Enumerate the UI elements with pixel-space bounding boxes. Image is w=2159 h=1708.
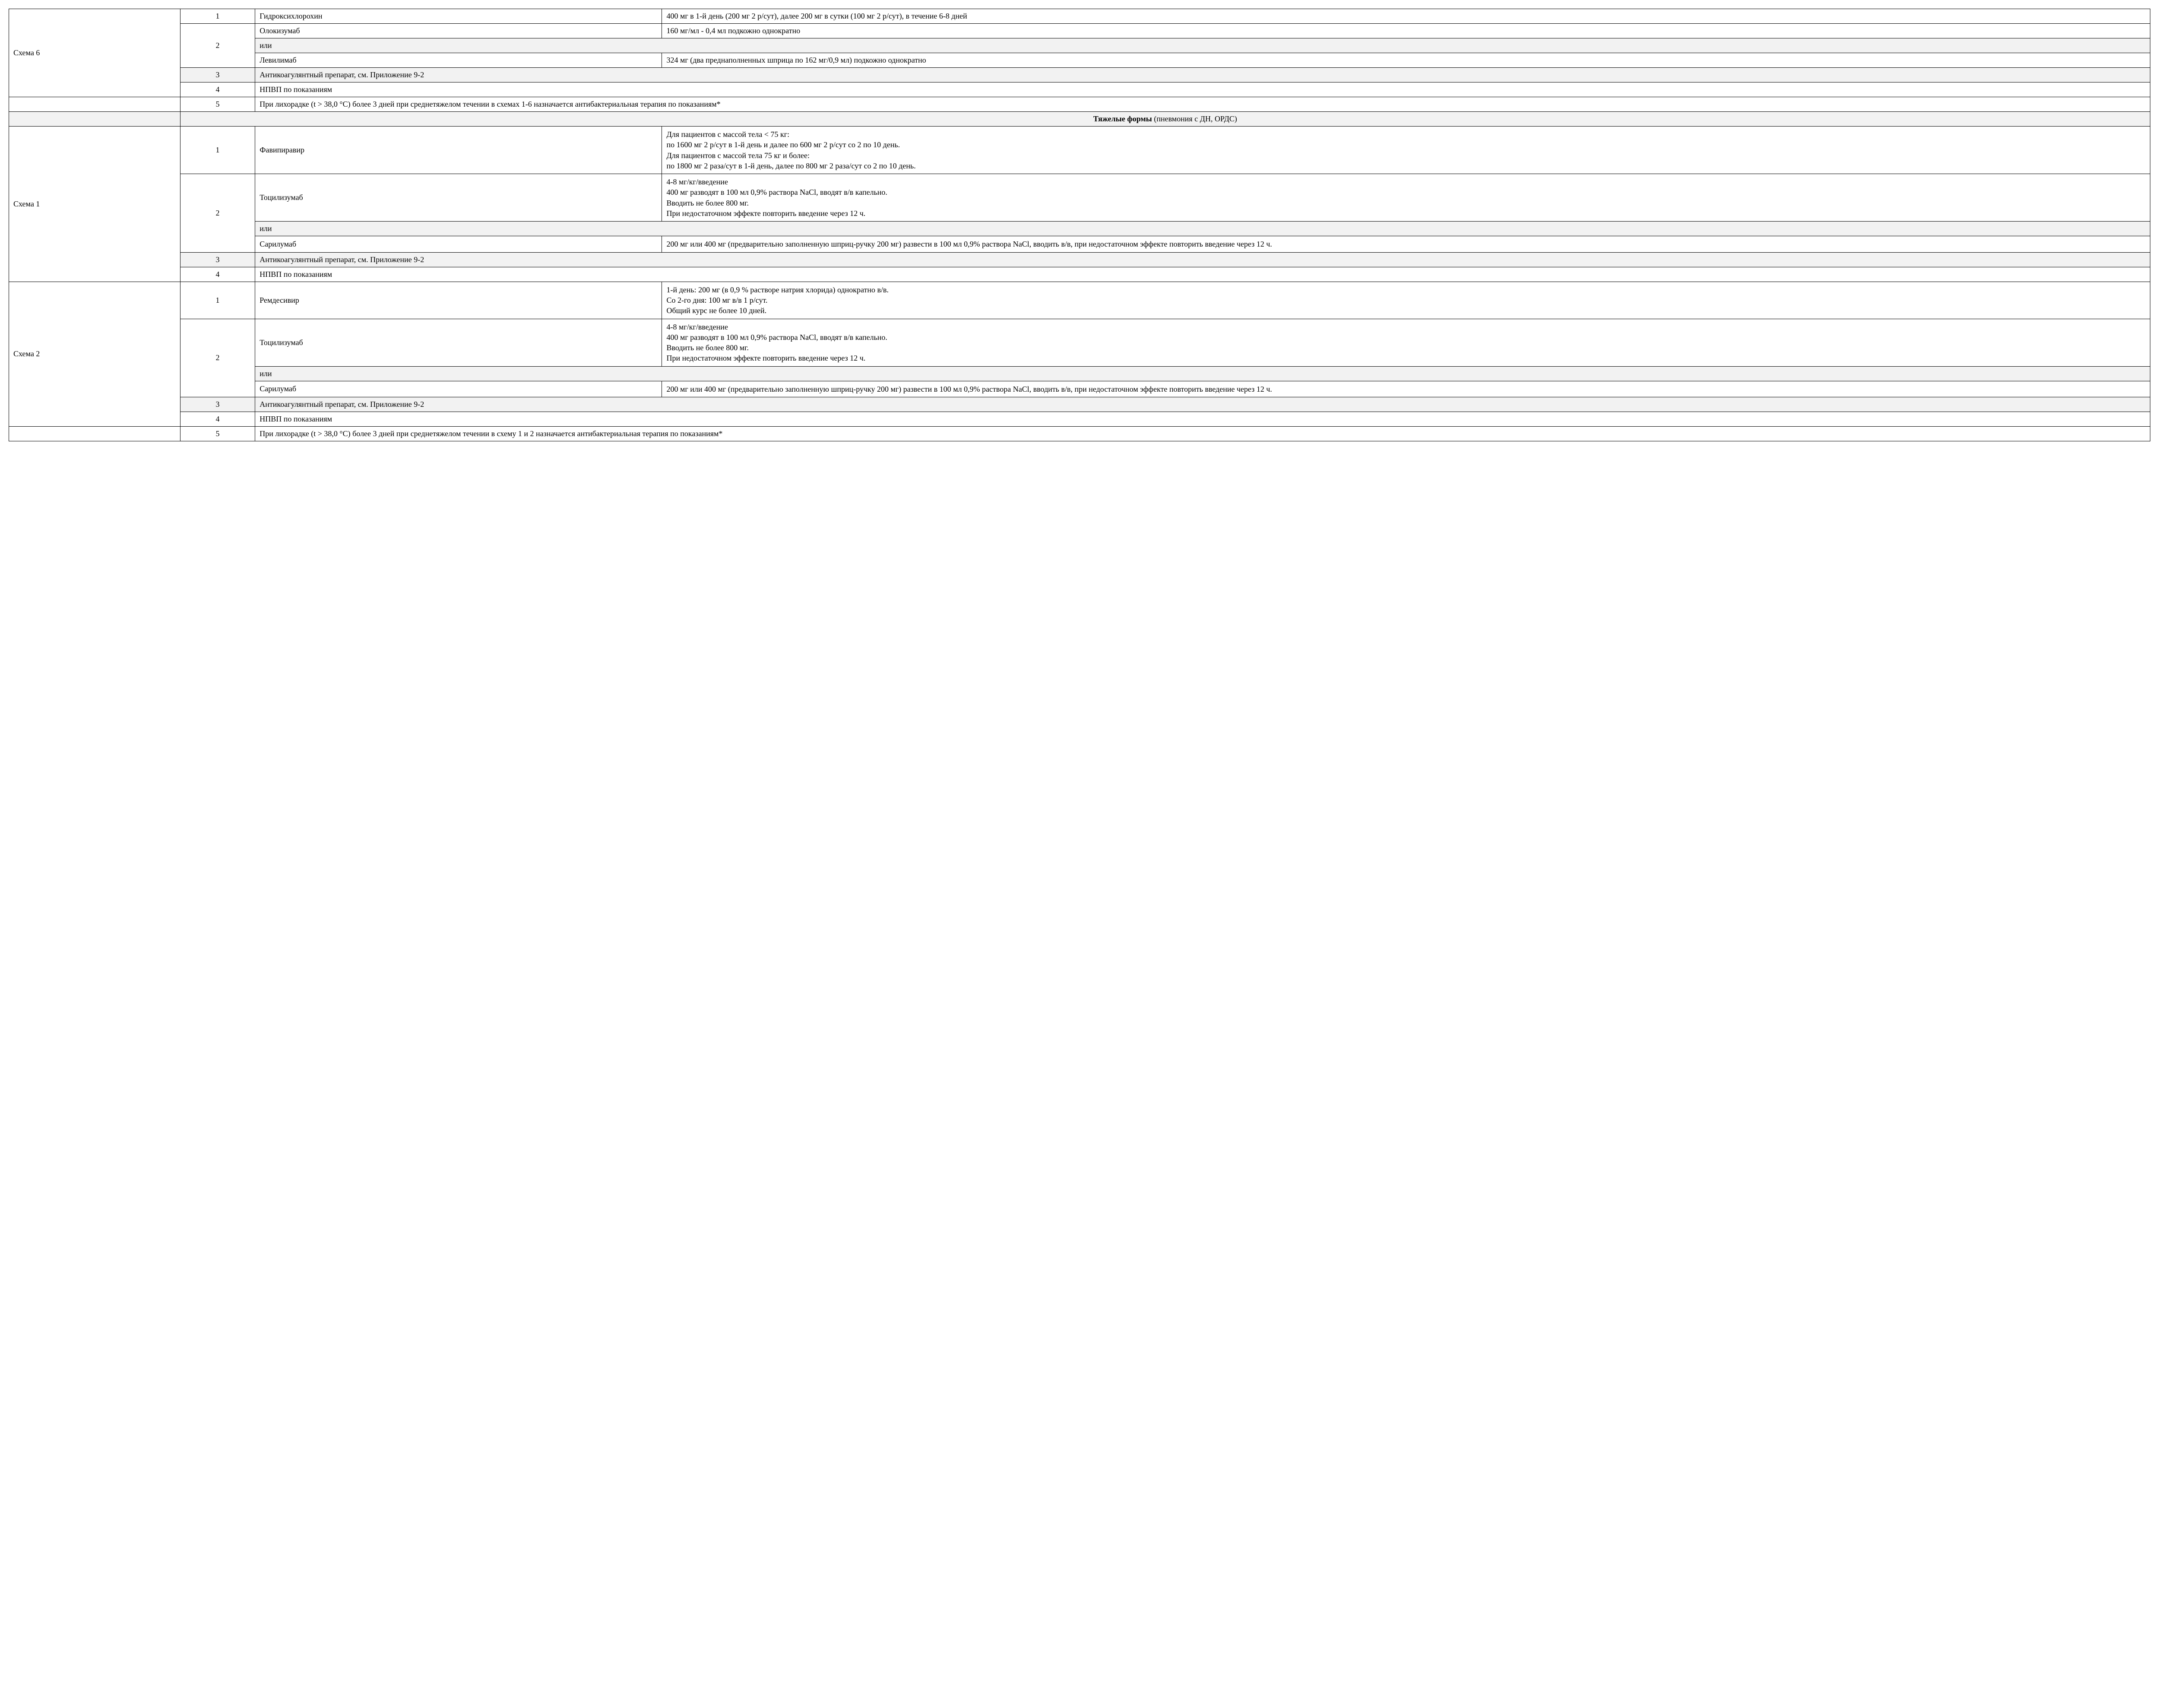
or-separator: или [255,366,2150,381]
table-row: или [9,38,2150,53]
drug-name: Сарилумаб [255,236,662,252]
dose-text: 400 мг в 1-й день (200 мг 2 р/сут), дале… [662,9,2150,24]
scheme-name: Схема 2 [9,282,180,426]
dose-text: 200 мг или 400 мг (предварительно заполн… [662,236,2150,252]
note-text: НПВП по показаниям [255,82,2150,97]
drug-name: Левилимаб [255,53,662,68]
note-text: При лихорадке (t > 38,0 °C) более 3 дней… [255,427,2150,441]
dose-text: 4-8 мг/кг/введение 400 мг разводят в 100… [662,174,2150,222]
note-text: Антикоагулянтный препарат, см. Приложени… [255,252,2150,267]
section-title-bold: Тяжелые формы [1093,114,1152,123]
note-text: Антикоагулянтный препарат, см. Приложени… [255,397,2150,412]
row-number: 3 [180,68,255,82]
table-row: 4 НПВП по показаниям [9,267,2150,282]
row-number: 5 [180,427,255,441]
dose-text: 200 мг или 400 мг (предварительно заполн… [662,381,2150,397]
dose-text: 324 мг (два преднаполненных шприца по 16… [662,53,2150,68]
drug-name: Фавипиравир [255,127,662,174]
treatment-schemes-table: Схема 6 1 Гидроксихлорохин 400 мг в 1-й … [9,9,2150,441]
empty-cell [9,112,180,127]
table-row: Сарилумаб 200 мг или 400 мг (предварител… [9,236,2150,252]
or-separator: или [255,222,2150,236]
empty-cell [9,427,180,441]
table-row: 2 Тоцилизумаб 4-8 мг/кг/введение 400 мг … [9,319,2150,366]
dose-text: 160 мг/мл - 0,4 мл подкожно однократно [662,24,2150,38]
table-row: 3 Антикоагулянтный препарат, см. Приложе… [9,68,2150,82]
empty-cell [9,97,180,112]
row-number: 1 [180,9,255,24]
table-row: Схема 2 1 Ремдесивир 1-й день: 200 мг (в… [9,282,2150,319]
note-text: При лихорадке (t > 38,0 °C) более 3 дней… [255,97,2150,112]
table-row: Схема 6 1 Гидроксихлорохин 400 мг в 1-й … [9,9,2150,24]
row-number: 4 [180,267,255,282]
note-text: Антикоагулянтный препарат, см. Приложени… [255,68,2150,82]
table-row: 4 НПВП по показаниям [9,82,2150,97]
table-row: 2 Тоцилизумаб 4-8 мг/кг/введение 400 мг … [9,174,2150,222]
row-number: 2 [180,24,255,68]
row-number: 3 [180,252,255,267]
table-row: Схема 1 1 Фавипиравир Для пациентов с ма… [9,127,2150,174]
section-header-row: Тяжелые формы (пневмония с ДН, ОРДС) [9,112,2150,127]
or-separator: или [255,38,2150,53]
row-number: 4 [180,82,255,97]
row-number: 2 [180,174,255,252]
row-number: 2 [180,319,255,397]
table-row: или [9,366,2150,381]
table-row: 3 Антикоагулянтный препарат, см. Приложе… [9,252,2150,267]
drug-name: Тоцилизумаб [255,174,662,222]
table-row: Левилимаб 324 мг (два преднаполненных шп… [9,53,2150,68]
drug-name: Сарилумаб [255,381,662,397]
drug-name: Гидроксихлорохин [255,9,662,24]
section-header: Тяжелые формы (пневмония с ДН, ОРДС) [180,112,2150,127]
table-row: 5 При лихорадке (t > 38,0 °C) более 3 дн… [9,97,2150,112]
row-number: 3 [180,397,255,412]
dose-text: 1-й день: 200 мг (в 0,9 % растворе натри… [662,282,2150,319]
note-text: НПВП по показаниям [255,267,2150,282]
scheme-name: Схема 1 [9,127,180,282]
table-row: 4 НПВП по показаниям [9,412,2150,427]
dose-text: 4-8 мг/кг/введение 400 мг разводят в 100… [662,319,2150,366]
scheme-name: Схема 6 [9,9,180,97]
table-row: 2 Олокизумаб 160 мг/мл - 0,4 мл подкожно… [9,24,2150,38]
dose-text: Для пациентов с массой тела < 75 кг: по … [662,127,2150,174]
row-number: 5 [180,97,255,112]
table-row: Сарилумаб 200 мг или 400 мг (предварител… [9,381,2150,397]
drug-name: Тоцилизумаб [255,319,662,366]
note-text: НПВП по показаниям [255,412,2150,427]
table-row: 3 Антикоагулянтный препарат, см. Приложе… [9,397,2150,412]
table-row: 5 При лихорадке (t > 38,0 °C) более 3 дн… [9,427,2150,441]
drug-name: Ремдесивир [255,282,662,319]
section-title-rest: (пневмония с ДН, ОРДС) [1152,114,1237,123]
drug-name: Олокизумаб [255,24,662,38]
table-row: или [9,222,2150,236]
row-number: 1 [180,127,255,174]
row-number: 4 [180,412,255,427]
row-number: 1 [180,282,255,319]
